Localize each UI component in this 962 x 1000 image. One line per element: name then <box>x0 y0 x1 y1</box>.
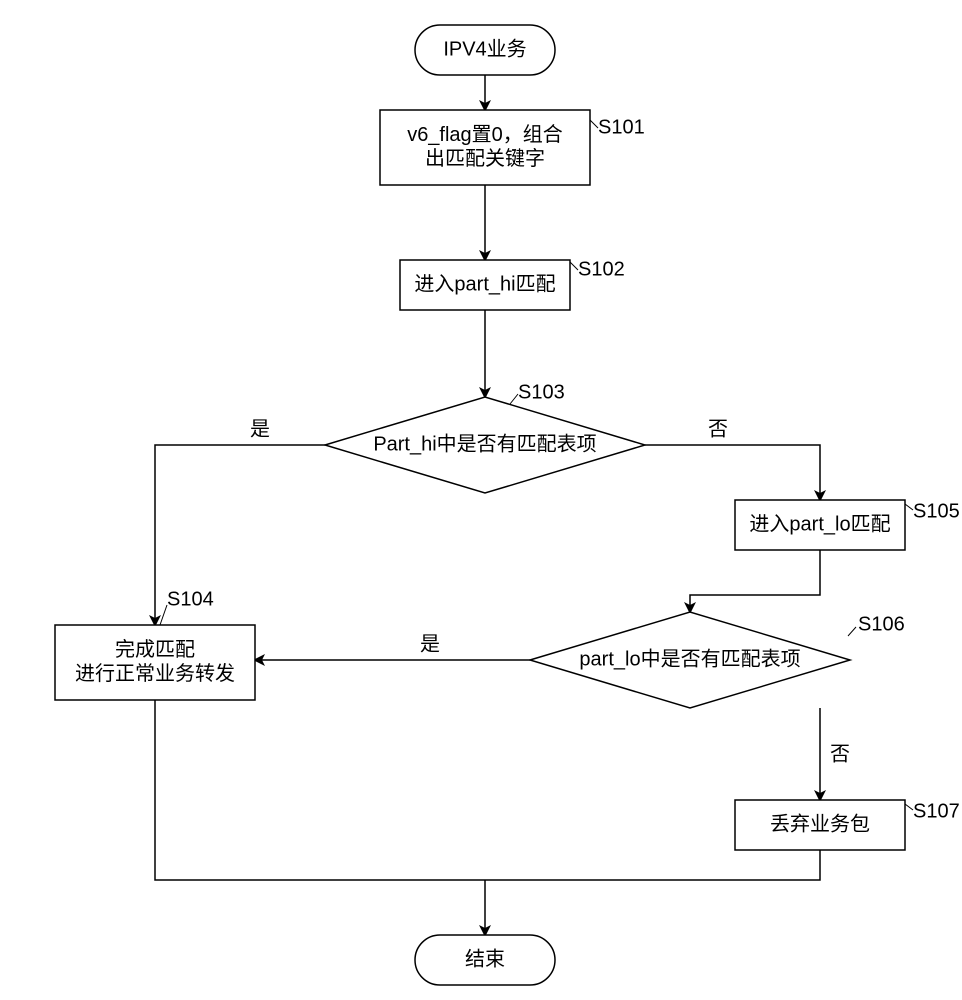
flow-edge <box>485 850 820 880</box>
flow-edge <box>155 700 485 880</box>
step-label-s101: S101 <box>598 116 645 138</box>
label-leader <box>848 627 856 636</box>
edge-label: 是 <box>420 633 440 655</box>
step-label-s107: S107 <box>913 800 960 822</box>
flow-edge <box>645 445 820 500</box>
step-label-s102: S102 <box>578 258 625 280</box>
node-text: IPV4业务 <box>443 37 526 60</box>
step-label-s103: S103 <box>518 381 565 403</box>
node-text: Part_hi中是否有匹配表项 <box>373 432 596 455</box>
node-text: 进入part_hi匹配 <box>414 272 555 295</box>
edge-label: 否 <box>830 743 850 765</box>
edge-label: 是 <box>250 418 270 440</box>
node-text: 完成匹配 <box>115 638 195 661</box>
label-leader <box>570 262 578 270</box>
node-text: 出匹配关键字 <box>425 147 545 170</box>
label-leader <box>905 804 913 810</box>
label-leader <box>510 394 518 404</box>
edge-label: 否 <box>708 418 728 440</box>
step-label-s105: S105 <box>913 500 960 522</box>
node-text: 进行正常业务转发 <box>75 662 235 685</box>
node-text: 丢弃业务包 <box>770 812 870 835</box>
node-text: 结束 <box>465 947 505 970</box>
label-leader <box>160 605 167 625</box>
node-text: part_lo中是否有匹配表项 <box>579 647 800 670</box>
step-label-s104: S104 <box>167 588 214 610</box>
step-label-s106: S106 <box>858 613 905 635</box>
node-text: 进入part_lo匹配 <box>749 512 890 535</box>
label-leader <box>590 120 598 128</box>
flow-edge <box>690 550 820 612</box>
label-leader <box>905 504 913 510</box>
node-text: v6_flag置0，组合 <box>407 123 563 146</box>
flowchart-diagram: 是否是否IPV4业务v6_flag置0，组合出匹配关键字进入part_hi匹配P… <box>0 0 962 1000</box>
